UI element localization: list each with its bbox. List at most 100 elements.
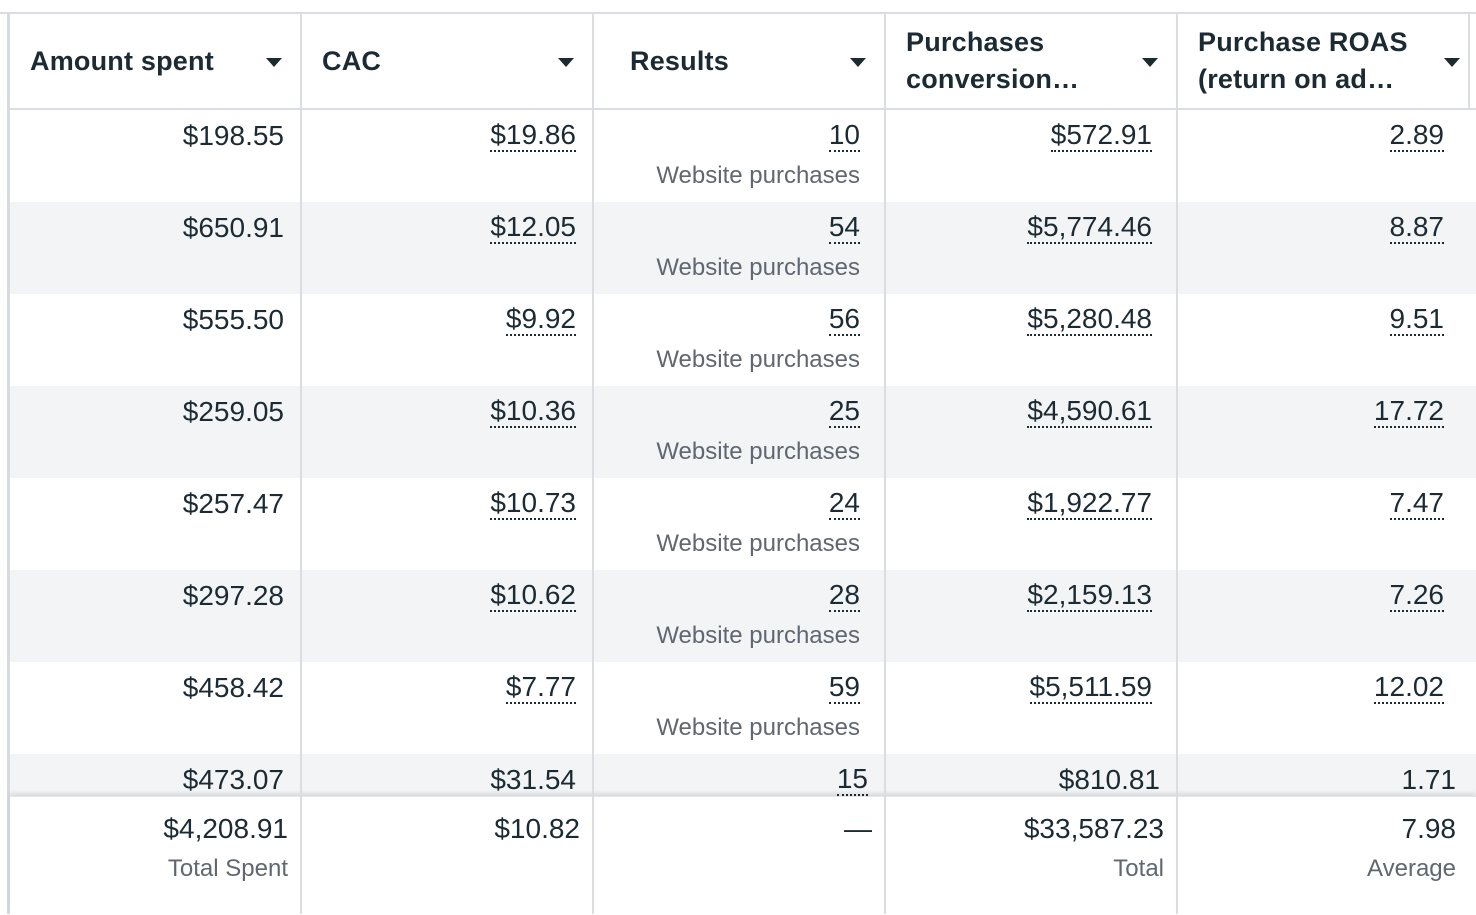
amount-spent-value: $473.07	[182, 764, 284, 795]
caret-down-icon[interactable]	[266, 58, 282, 67]
column-header-results[interactable]: Results	[594, 14, 884, 108]
roas-value[interactable]: 8.87	[1389, 211, 1444, 244]
column-header-purchases-conversion[interactable]: Purchases conversion…	[886, 14, 1176, 108]
cell-cac: $10.62	[302, 570, 576, 662]
cell-results: 15	[594, 754, 868, 796]
cac-value[interactable]: $19.86	[490, 119, 576, 152]
caret-down-icon[interactable]	[1444, 58, 1460, 67]
cell-roas: 7.47	[1178, 478, 1444, 570]
cell-results: 10 Website purchases	[594, 110, 860, 202]
results-type: Website purchases	[656, 714, 860, 741]
results-value[interactable]: 59	[828, 671, 860, 704]
conversion-value[interactable]: $2,159.13	[1027, 579, 1152, 612]
column-header-label: Results	[630, 45, 729, 76]
results-type: Website purchases	[656, 254, 860, 281]
total-amount-spent: $4,208.91 Total Spent	[10, 797, 288, 915]
cac-value[interactable]: $9.92	[505, 303, 576, 336]
table-row[interactable]: $473.07 $31.54 15 $810.81 1.71	[10, 754, 1476, 796]
cell-conversion-value: $5,774.46	[886, 202, 1152, 294]
total-conversion-value-amount: $33,587.23	[1023, 813, 1164, 844]
caret-down-icon[interactable]	[850, 58, 866, 67]
table-totals-row: $4,208.91 Total Spent $10.82 — $33,587.2…	[10, 796, 1476, 915]
cell-results: 59 Website purchases	[594, 662, 860, 754]
results-type: Website purchases	[656, 530, 860, 557]
conversion-value[interactable]: $572.91	[1050, 119, 1152, 152]
cac-value[interactable]: $7.77	[505, 671, 576, 704]
conversion-value[interactable]: $1,922.77	[1027, 487, 1152, 520]
total-cac: $10.82	[302, 797, 580, 915]
roas-value[interactable]: 2.89	[1389, 119, 1444, 152]
cell-roas: 2.89	[1178, 110, 1444, 202]
table-row[interactable]: $259.05 $10.36 25 Website purchases $4,59…	[10, 386, 1476, 478]
table-row[interactable]: $257.47 $10.73 24 Website purchases $1,92…	[10, 478, 1476, 570]
cell-conversion-value: $2,159.13	[886, 570, 1152, 662]
table-body: $198.55 $19.86 10 Website purchases $572.…	[10, 110, 1476, 796]
column-divider	[592, 12, 594, 914]
roas-value[interactable]: 7.47	[1389, 487, 1444, 520]
table-row[interactable]: $555.50 $9.92 56 Website purchases $5,280…	[10, 294, 1476, 386]
cell-conversion-value: $572.91	[886, 110, 1152, 202]
cell-results: 24 Website purchases	[594, 478, 860, 570]
cell-amount-spent: $198.55	[10, 110, 284, 202]
results-value[interactable]: 54	[828, 211, 860, 244]
column-divider	[1176, 12, 1178, 914]
cell-cac: $10.73	[302, 478, 576, 570]
caret-down-icon[interactable]	[558, 58, 574, 67]
total-amount-spent-value: $4,208.91	[163, 813, 288, 844]
conversion-value[interactable]: $4,590.61	[1027, 395, 1152, 428]
results-type: Website purchases	[656, 438, 860, 465]
column-header-cac[interactable]: CAC	[302, 14, 592, 108]
total-conversion-value-label: Total	[1113, 855, 1164, 882]
cell-conversion-value: $4,590.61	[886, 386, 1152, 478]
cell-conversion-value: $5,511.59	[886, 662, 1152, 754]
results-value[interactable]: 56	[828, 303, 860, 336]
cell-results: 25 Website purchases	[594, 386, 860, 478]
cell-amount-spent: $555.50	[10, 294, 284, 386]
cell-roas: 1.71	[1178, 754, 1457, 796]
results-type: Website purchases	[656, 162, 860, 189]
table-row[interactable]: $650.91 $12.05 54 Website purchases $5,77…	[10, 202, 1476, 294]
cell-results: 56 Website purchases	[594, 294, 860, 386]
conversion-value[interactable]: $5,511.59	[1029, 671, 1152, 704]
column-header-label: CAC	[322, 45, 382, 76]
roas-value[interactable]: 9.51	[1389, 303, 1444, 336]
cell-results: 28 Website purchases	[594, 570, 860, 662]
results-value[interactable]: 10	[828, 119, 860, 152]
amount-spent-value: $257.47	[182, 488, 284, 519]
table-row[interactable]: $198.55 $19.86 10 Website purchases $572.…	[10, 110, 1476, 202]
table-left-border	[7, 12, 10, 914]
cell-roas: 12.02	[1178, 662, 1444, 754]
conversion-value[interactable]: $5,774.46	[1027, 211, 1152, 244]
results-value[interactable]: 15	[836, 763, 868, 796]
cac-value[interactable]: $10.62	[490, 579, 576, 612]
cell-conversion-value: $1,922.77	[886, 478, 1152, 570]
table-row[interactable]: $297.28 $10.62 28 Website purchases $2,15…	[10, 570, 1476, 662]
column-header-purchase-roas[interactable]: Purchase ROAS (return on ad…	[1178, 14, 1476, 108]
roas-value[interactable]: 7.26	[1389, 579, 1444, 612]
column-header-amount-spent[interactable]: Amount spent	[10, 14, 300, 108]
total-amount-spent-label: Total Spent	[167, 855, 288, 882]
results-value[interactable]: 28	[828, 579, 860, 612]
cell-cac: $9.92	[302, 294, 576, 386]
cell-roas: 7.26	[1178, 570, 1444, 662]
roas-value[interactable]: 12.02	[1373, 671, 1444, 704]
cac-value[interactable]: $10.36	[490, 395, 576, 428]
cell-roas: 8.87	[1178, 202, 1444, 294]
cac-value[interactable]: $12.05	[490, 211, 576, 244]
total-results-value: —	[844, 813, 872, 844]
cell-cac: $19.86	[302, 110, 576, 202]
column-divider	[300, 12, 302, 914]
cell-results: 54 Website purchases	[594, 202, 860, 294]
roas-value[interactable]: 17.72	[1373, 395, 1444, 428]
total-results: —	[594, 797, 872, 915]
results-type: Website purchases	[656, 622, 860, 649]
cell-cac: $12.05	[302, 202, 576, 294]
results-type: Website purchases	[656, 346, 860, 373]
conversion-value[interactable]: $5,280.48	[1027, 303, 1152, 336]
caret-down-icon[interactable]	[1142, 58, 1158, 67]
results-value[interactable]: 25	[828, 395, 860, 428]
results-value[interactable]: 24	[828, 487, 860, 520]
cac-value[interactable]: $10.73	[490, 487, 576, 520]
table-row[interactable]: $458.42 $7.77 59 Website purchases $5,511…	[10, 662, 1476, 754]
roas-value: 1.71	[1401, 764, 1457, 795]
